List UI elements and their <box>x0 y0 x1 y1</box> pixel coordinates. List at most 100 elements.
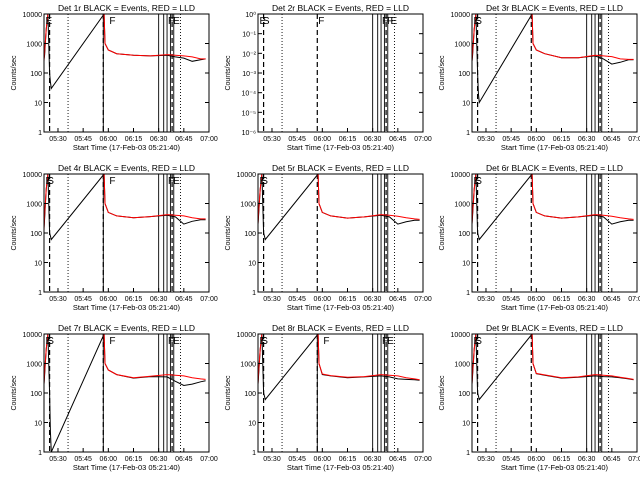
flag-label: E <box>46 16 53 27</box>
plot-area <box>258 334 420 452</box>
y-tick-label: 1 <box>466 450 470 457</box>
y-tick-label: 10⁻⁵ <box>242 110 256 117</box>
x-tick-label: 07:00 <box>628 456 640 463</box>
y-tick-label: 100 <box>30 71 42 78</box>
y-tick-label: 1 <box>466 290 470 297</box>
series-line-lld <box>258 334 420 385</box>
x-tick-label: 06:30 <box>578 456 596 463</box>
x-tick-label: 06:00 <box>314 456 332 463</box>
y-tick-label: 1000 <box>26 362 42 369</box>
flag-label: F <box>318 16 324 27</box>
series-line-events <box>44 334 206 452</box>
y-tick-label: 1000 <box>454 42 470 49</box>
y-tick-label: 10 <box>34 421 42 428</box>
x-tick-label: 05:45 <box>502 136 520 143</box>
flag-label: S <box>263 16 270 27</box>
y-tick-label: 10000 <box>237 172 257 179</box>
series-line-lld <box>472 334 634 385</box>
y-axis-label: Counts/sec <box>225 55 232 91</box>
plot-area <box>472 174 634 292</box>
y-tick-label: 10⁻³ <box>242 71 256 78</box>
panel-title: Det 4r BLACK = Events, RED = LLD <box>58 163 195 173</box>
x-axis-label: Start Time (17-Feb-03 05:21:40) <box>287 303 395 312</box>
x-tick-label: 06:45 <box>389 296 407 303</box>
flag-label: S <box>261 176 268 187</box>
y-tick-label: 100 <box>244 231 256 238</box>
plot-area <box>472 14 634 132</box>
plot-area <box>44 174 206 292</box>
y-tick-label: 1000 <box>240 202 256 209</box>
x-tick-label: 06:45 <box>389 456 407 463</box>
y-tick-label: 10000 <box>451 332 471 339</box>
x-tick-label: 06:00 <box>314 296 332 303</box>
x-tick-label: 05:30 <box>263 136 281 143</box>
x-tick-label: 06:45 <box>389 136 407 143</box>
x-tick-label: 05:45 <box>288 136 306 143</box>
flag-label: S <box>47 176 54 187</box>
y-tick-label: 10⁻¹ <box>242 32 256 39</box>
flag-label: F <box>109 176 115 187</box>
plot-frame <box>471 333 638 453</box>
x-tick-label: 05:45 <box>502 456 520 463</box>
flag-label: F <box>109 16 115 27</box>
flag-label: S <box>475 176 482 187</box>
flag-label: F <box>168 336 174 347</box>
x-tick-label: 05:30 <box>477 296 495 303</box>
y-axis-label: Counts/sec <box>11 215 18 251</box>
plot-area <box>44 334 206 452</box>
y-tick-label: 100 <box>458 71 470 78</box>
x-tick-label: 07:00 <box>200 456 218 463</box>
x-tick-label: 06:45 <box>175 296 193 303</box>
y-tick-label: 100 <box>30 391 42 398</box>
x-tick-label: 06:30 <box>150 296 168 303</box>
y-tick-label: 10000 <box>23 172 43 179</box>
plot-frame <box>257 173 424 293</box>
x-tick-label: 06:00 <box>100 136 118 143</box>
y-tick-label: 10 <box>34 261 42 268</box>
x-tick-label: 05:30 <box>477 456 495 463</box>
y-tick-label: 10⁰ <box>245 11 256 19</box>
y-axis-label: Counts/sec <box>439 55 446 91</box>
y-tick-label: 1000 <box>26 42 42 49</box>
y-tick-label: 100 <box>30 231 42 238</box>
y-tick-label: 1 <box>252 450 256 457</box>
flag-label: F <box>168 16 174 27</box>
flag-label: F <box>323 336 329 347</box>
x-tick-label: 05:30 <box>49 296 67 303</box>
y-axis-label: Counts/sec <box>11 375 18 411</box>
y-tick-label: 10000 <box>23 332 43 339</box>
flag-label: S <box>47 336 54 347</box>
flag-label: E <box>173 176 180 187</box>
x-tick-label: 06:15 <box>125 456 143 463</box>
flag-label: E <box>46 176 53 187</box>
flag-label: F <box>382 16 388 27</box>
y-tick-label: 10000 <box>451 172 471 179</box>
y-tick-label: 10 <box>248 421 256 428</box>
y-tick-label: 10 <box>462 261 470 268</box>
x-axis-label: Start Time (17-Feb-03 05:21:40) <box>73 143 181 152</box>
flag-label: F <box>109 336 115 347</box>
x-tick-label: 06:45 <box>175 456 193 463</box>
x-tick-label: 06:45 <box>175 136 193 143</box>
x-tick-label: 06:30 <box>150 136 168 143</box>
flag-label: E <box>260 16 267 27</box>
flag-label: E <box>173 16 180 27</box>
y-tick-label: 10000 <box>237 332 257 339</box>
x-tick-label: 06:00 <box>528 456 546 463</box>
x-axis-label: Start Time (17-Feb-03 05:21:40) <box>501 303 609 312</box>
flag-label: E <box>474 16 481 27</box>
x-axis-label: Start Time (17-Feb-03 05:21:40) <box>501 143 609 152</box>
x-tick-label: 06:45 <box>603 456 621 463</box>
flag-label: S <box>475 16 482 27</box>
x-tick-label: 06:30 <box>150 456 168 463</box>
y-tick-label: 1000 <box>240 362 256 369</box>
plot-area <box>44 14 206 132</box>
x-tick-label: 05:30 <box>263 456 281 463</box>
series-line-lld <box>472 174 634 225</box>
x-axis-label: Start Time (17-Feb-03 05:21:40) <box>287 463 395 472</box>
panel-det-3: Det 3r BLACK = Events, RED = LLD ES 1 10 100… <box>439 3 640 152</box>
x-tick-label: 06:30 <box>364 456 382 463</box>
